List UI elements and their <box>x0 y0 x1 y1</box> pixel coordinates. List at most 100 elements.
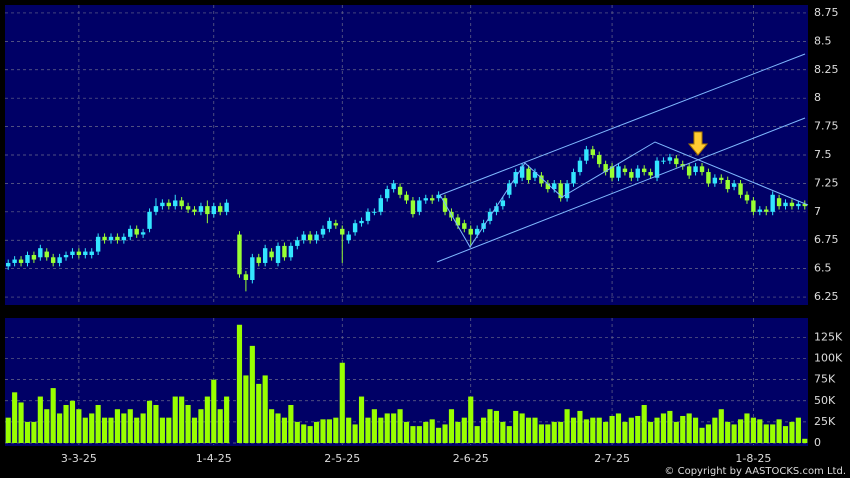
candle-body <box>128 228 133 237</box>
candle-body <box>597 155 602 165</box>
candle-body <box>6 262 11 267</box>
volume-bar <box>789 421 795 443</box>
volume-bar <box>391 413 397 443</box>
volume-bar <box>89 413 95 443</box>
volume-bar <box>236 324 243 443</box>
candle-body <box>25 255 30 263</box>
volume-bar <box>82 417 88 443</box>
candle-body <box>282 245 287 258</box>
volume-bar <box>288 404 294 443</box>
candle-body <box>327 220 332 229</box>
volume-bar <box>204 396 210 443</box>
volume-bar <box>481 417 487 443</box>
x-tick-label: 2-7-25 <box>594 452 630 465</box>
volume-bar <box>558 421 564 443</box>
candle-body <box>552 183 557 190</box>
volume-bar <box>455 421 461 443</box>
y2-tick-label: 100K <box>814 352 843 365</box>
volume-bar <box>570 417 577 443</box>
volume-bar <box>243 375 249 443</box>
volume-bar <box>294 421 300 443</box>
y2-tick-label: 125K <box>814 330 843 343</box>
volume-bar <box>108 417 114 443</box>
y-tick-label: 7.5 <box>814 148 832 161</box>
zigzag <box>439 141 809 248</box>
y-tick-label: 7.25 <box>814 176 839 189</box>
candle-body <box>295 240 300 246</box>
candle-body <box>359 220 364 224</box>
candle-body <box>545 183 551 190</box>
volume-bar <box>538 424 544 443</box>
volume-bar <box>622 421 628 443</box>
candle-body <box>783 202 788 207</box>
volume-bar <box>191 417 198 443</box>
x-tick-label: 2-5-25 <box>324 452 360 465</box>
volume-bar <box>513 410 519 443</box>
candle-body <box>776 198 782 207</box>
candle-body <box>250 257 255 280</box>
volume-bar <box>641 404 647 443</box>
volume-bar <box>397 409 403 443</box>
volume-bar <box>770 424 776 443</box>
candle-body <box>494 206 499 212</box>
candle-body <box>70 251 75 255</box>
volume-bar <box>468 396 474 443</box>
volume-bar <box>127 409 133 443</box>
volume-bar <box>667 410 673 443</box>
volume-bar <box>686 413 692 443</box>
volume-bar <box>577 410 583 443</box>
volume-bar <box>5 417 11 443</box>
candle-body <box>641 168 647 173</box>
candle-body <box>44 251 49 258</box>
candle-body <box>590 149 595 155</box>
volume-bar <box>474 426 480 443</box>
candle-body <box>699 166 705 173</box>
candle-body <box>622 168 628 173</box>
volume-bar <box>654 417 660 443</box>
volume-bar <box>63 404 69 443</box>
volume-bar <box>140 413 146 443</box>
volume-bar <box>269 409 275 443</box>
volume-bar <box>57 413 63 443</box>
candle-body <box>134 228 139 235</box>
volume-bar <box>102 417 108 443</box>
candle-body <box>147 211 152 229</box>
candle-body <box>38 248 43 258</box>
volume-bar <box>166 417 172 443</box>
candle-body <box>12 259 17 263</box>
volume-bar <box>18 402 24 443</box>
candle-body <box>442 198 448 212</box>
candle-body <box>378 198 384 212</box>
volume-bar <box>146 400 153 443</box>
candle-body <box>629 172 634 178</box>
candle-body <box>256 257 261 263</box>
y-tick-label: 8 <box>814 91 821 104</box>
volume-bar <box>378 417 384 443</box>
x-tick-label: 3-3-25 <box>61 452 97 465</box>
volume-bar <box>307 426 313 443</box>
candle-body <box>674 158 679 165</box>
y-tick-label: 8.25 <box>814 63 839 76</box>
volume-bar <box>301 424 307 443</box>
y-tick-label: 7.75 <box>814 120 839 133</box>
candle-body <box>571 172 576 184</box>
candle-body <box>757 209 763 212</box>
volume-bar <box>134 417 140 443</box>
candle-body <box>76 251 82 255</box>
volume-bar <box>802 438 808 443</box>
volume-bar <box>718 409 724 443</box>
volume-bar <box>590 417 596 443</box>
volume-bar <box>211 379 217 443</box>
signal-arrow <box>687 131 709 156</box>
candle-body <box>404 194 409 201</box>
volume-bar <box>339 362 345 443</box>
candle-body <box>417 200 422 212</box>
candle-body <box>539 175 544 184</box>
candle-body <box>712 177 718 184</box>
candle-body <box>789 202 795 207</box>
candle-body <box>686 166 692 176</box>
candle-body <box>474 228 480 235</box>
volume-bar <box>185 404 191 443</box>
volume-bar <box>545 424 551 443</box>
volume-bar <box>358 396 365 443</box>
